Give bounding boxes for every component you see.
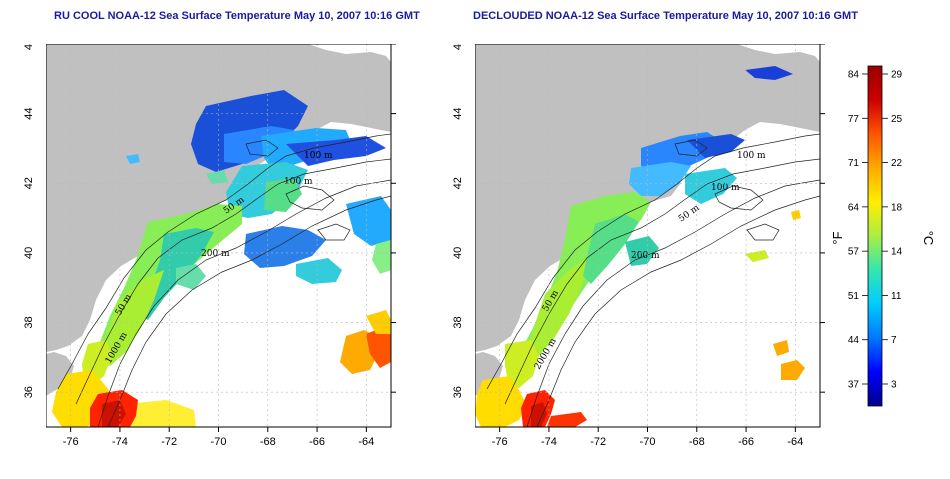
y-tick-label: 38 xyxy=(23,316,35,328)
x-tick-label: -72 xyxy=(590,436,606,448)
land-mass xyxy=(46,44,391,352)
axis-ticks: -76 -74 -72 -70 -68 -66 -64 xyxy=(63,44,396,448)
y-tick-label: 44 xyxy=(23,108,35,120)
contour-label: 100 m xyxy=(284,177,313,187)
colorbar-label-c: 11 xyxy=(891,291,902,302)
left-sst-map: 100 m 50 m 200 m 50 m 1000 m 100 m -76 -7… xyxy=(46,44,396,448)
y-tick-label: 36 xyxy=(452,386,464,398)
x-tick-label: -64 xyxy=(787,436,803,448)
colorbar-label-f: 44 xyxy=(848,335,860,346)
y-tick-label: 46 xyxy=(23,44,35,50)
temperature-colorbar: 84 29 77 25 71 22 64 18 57 14 51 11 44 7 37 3 °F °C xyxy=(830,65,936,407)
x-tick-label: -70 xyxy=(640,436,656,448)
colorbar-label-f: 64 xyxy=(848,202,860,213)
x-tick-label: -74 xyxy=(541,436,557,448)
colorbar-label-c: 22 xyxy=(891,158,903,169)
land-island xyxy=(46,352,74,396)
x-tick-label: -74 xyxy=(112,436,128,448)
right-panel-title: DECLOUDED NOAA-12 Sea Surface Temperatur… xyxy=(473,10,858,22)
y-tick-label: 44 xyxy=(452,108,464,120)
x-tick-label: -72 xyxy=(161,436,177,448)
y-axis-labels: 36 38 40 42 44 46 xyxy=(23,44,35,398)
axis-ticks: -76 -74 -72 -70 -68 -66 -64 xyxy=(492,44,825,448)
x-tick-label: -68 xyxy=(689,436,705,448)
colorbar-label-c: 3 xyxy=(891,380,897,391)
fahrenheit-unit-label: °F xyxy=(830,231,845,244)
land-mass xyxy=(475,44,820,352)
colorbar-label-f: 57 xyxy=(848,247,860,258)
x-tick-label: -76 xyxy=(63,436,79,448)
contour-label: 200 m xyxy=(631,251,660,261)
y-tick-label: 40 xyxy=(452,247,464,259)
y-axis-labels: 36 38 40 42 44 46 xyxy=(452,44,464,398)
left-panel-title: RU COOL NOAA-12 Sea Surface Temperature … xyxy=(54,10,420,22)
celsius-unit-label: °C xyxy=(921,231,936,246)
colorbar-label-f: 37 xyxy=(848,380,860,391)
contour-label: 100 m xyxy=(737,151,766,161)
colorbar-label-c: 7 xyxy=(891,335,897,346)
colorbar-label-f: 77 xyxy=(848,114,860,125)
contour-label: 200 m xyxy=(201,249,230,259)
x-tick-label: -68 xyxy=(260,436,276,448)
y-tick-label: 40 xyxy=(23,247,35,259)
colorbar-label-c: 25 xyxy=(891,114,903,125)
y-tick-label: 38 xyxy=(452,316,464,328)
right-sst-map: 100 m 100 m 50 m 200 m 50 m 2000 m -76 -7… xyxy=(475,44,825,448)
colorbar-label-c: 18 xyxy=(891,202,903,213)
grid-lines xyxy=(475,44,820,427)
colorbar-scale xyxy=(867,65,883,407)
sst-data-layer xyxy=(475,66,805,427)
x-tick-label: -66 xyxy=(738,436,754,448)
colorbar-label-f: 51 xyxy=(848,291,860,302)
colorbar-label-c: 29 xyxy=(891,70,903,81)
contour-label: 100 m xyxy=(304,151,333,161)
colorbar-label-f: 71 xyxy=(848,158,860,169)
x-tick-label: -66 xyxy=(309,436,325,448)
x-tick-label: -70 xyxy=(211,436,227,448)
y-tick-label: 36 xyxy=(23,386,35,398)
contour-label: 100 m xyxy=(711,183,740,193)
colorbar-label-c: 14 xyxy=(891,247,903,258)
y-tick-label: 42 xyxy=(452,177,464,189)
colorbar-label-f: 84 xyxy=(848,70,860,81)
x-tick-label: -76 xyxy=(492,436,508,448)
grid-lines xyxy=(46,44,391,427)
x-tick-label: -64 xyxy=(358,436,374,448)
y-tick-label: 42 xyxy=(23,177,35,189)
y-tick-label: 46 xyxy=(452,44,464,50)
